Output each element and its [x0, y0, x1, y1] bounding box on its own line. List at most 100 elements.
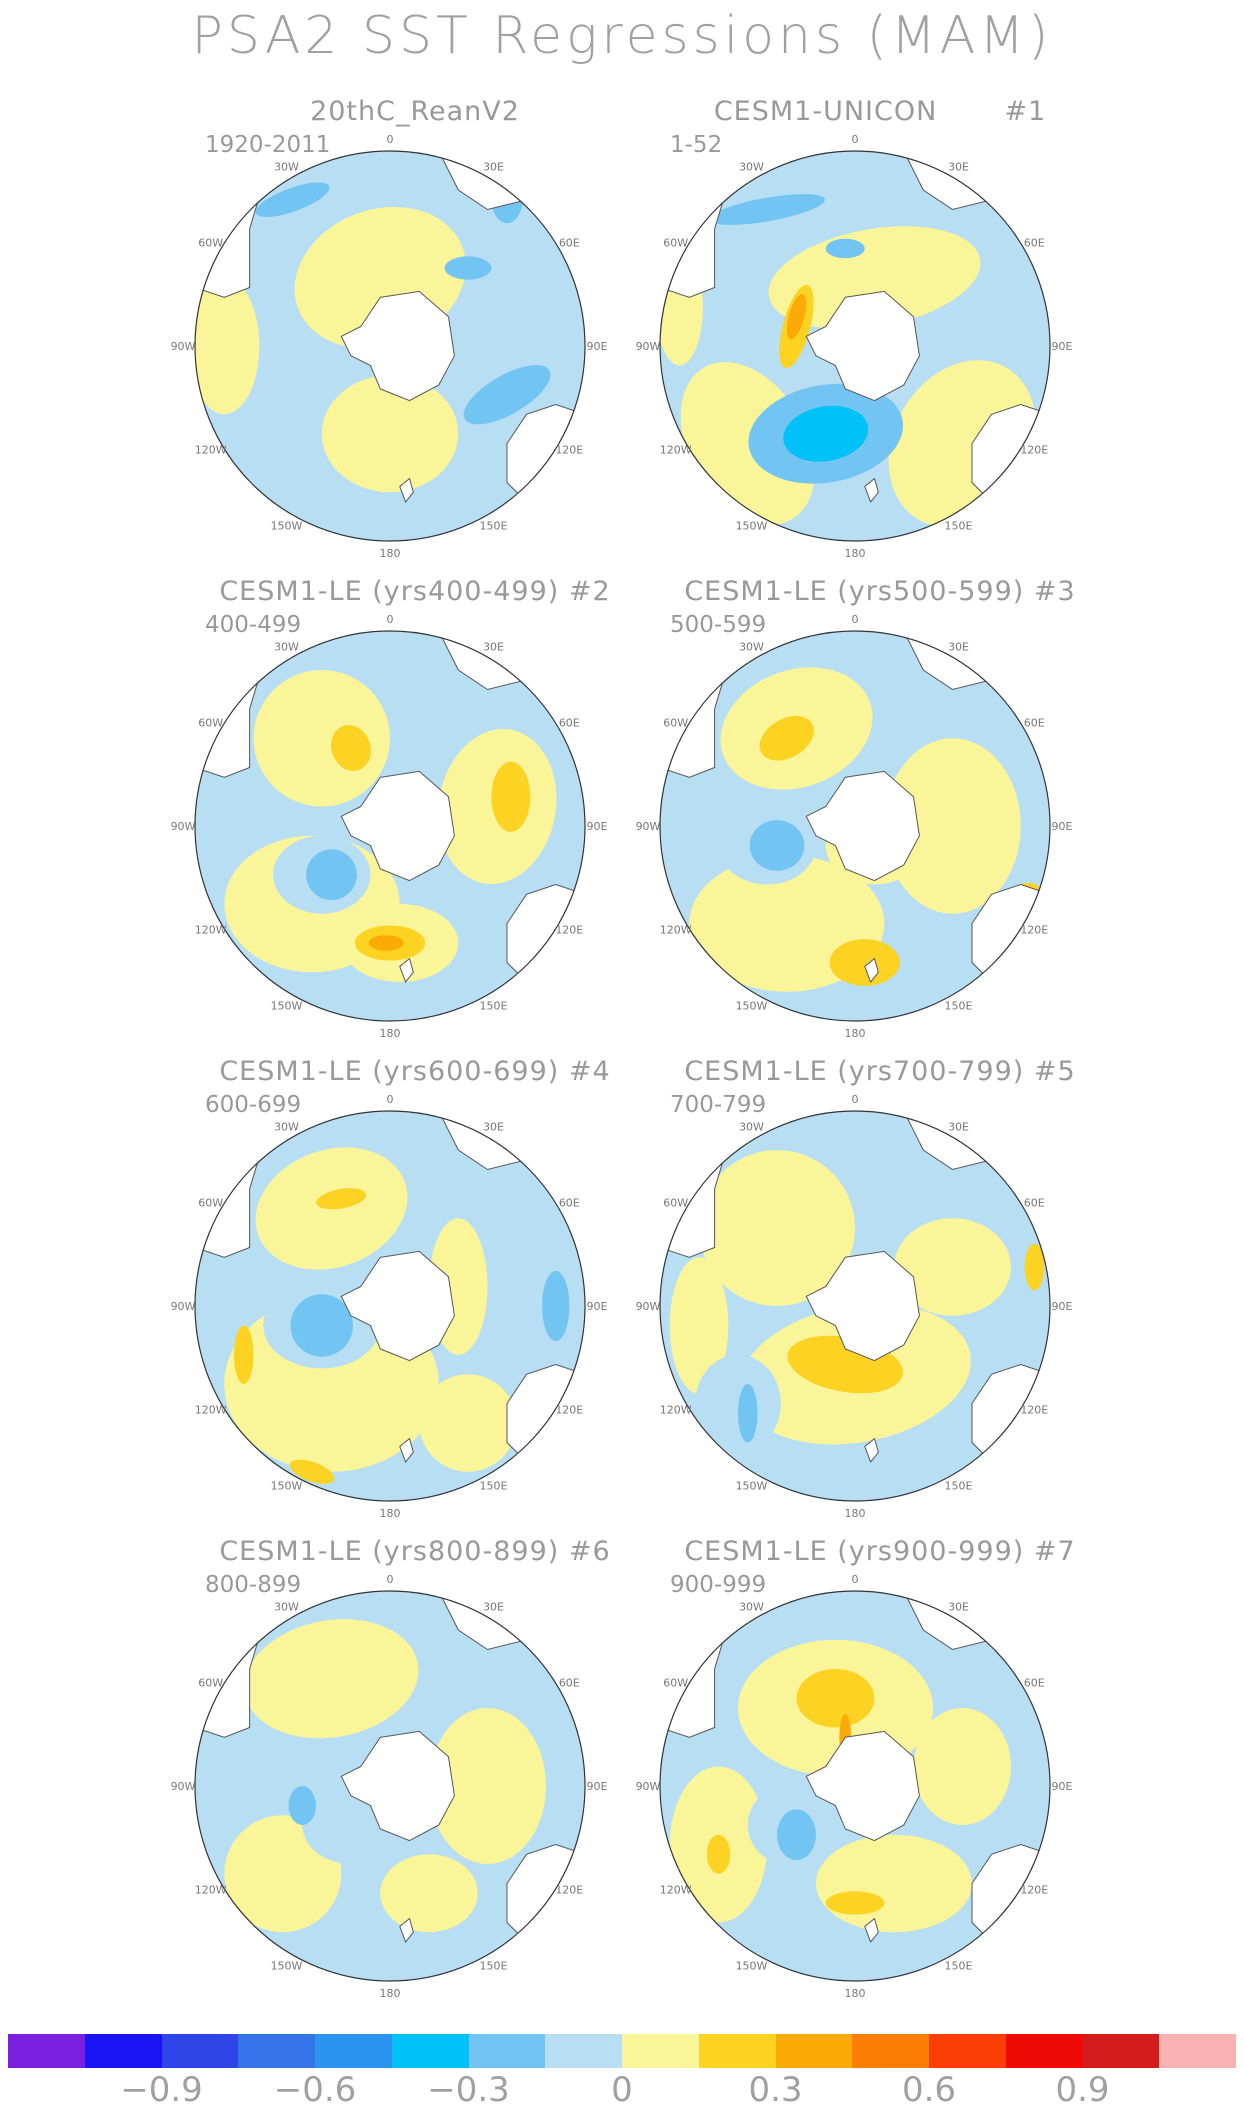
longitude-label: 60E [1024, 717, 1045, 730]
anomaly-contour [783, 405, 869, 462]
longitude-label: 90E [1052, 340, 1073, 353]
longitude-label: 60W [663, 237, 688, 250]
longitude-label: 120W [195, 1404, 227, 1417]
polar-map: 0 30E 60E 90E 120E 150E 180 150W 120W 90W 60W 30W [636, 1573, 1073, 2000]
anomaly-contour [699, 1150, 855, 1306]
longitude-label: 60W [663, 1677, 688, 1690]
longitude-label: 60W [198, 717, 223, 730]
anomaly-contour [749, 820, 805, 871]
panel-years: 600-699 [205, 1092, 302, 1118]
antarctica-land [805, 290, 920, 402]
longitude-label: 150E [945, 519, 973, 532]
longitude-label: 150E [480, 519, 508, 532]
anomaly-contour [759, 715, 814, 761]
map-border [194, 150, 586, 542]
antarctica-land [340, 770, 455, 882]
panel-title: CESM1-UNICON #1 [713, 96, 1047, 127]
anomaly-contour [491, 761, 531, 832]
longitude-label: 90E [1052, 1300, 1073, 1313]
map-panel: CESM1-UNICON #1 1-52 0 30E 60E 90E 120E 150E 180… [636, 96, 1115, 576]
colorbar [8, 2034, 1236, 2068]
longitude-label: 150W [736, 1479, 768, 1492]
new-zealand-land [864, 957, 879, 983]
anomaly-contour [316, 1188, 367, 1210]
longitude-label: 30E [948, 1601, 969, 1614]
anomaly-contour [825, 238, 865, 259]
colorbar-label: 0.6 [901, 2070, 957, 2110]
longitude-label: 90W [171, 1780, 196, 1793]
longitude-label: 120W [660, 444, 692, 457]
longitude-label: 120E [555, 1884, 583, 1897]
panel-years: 1-52 [670, 132, 723, 158]
map-border [659, 1110, 1051, 1502]
longitude-label: 180 [380, 1987, 401, 2000]
anomaly-contour [234, 1325, 254, 1384]
colorbar-label: −0.9 [120, 2070, 203, 2110]
longitude-label: 30W [739, 1601, 764, 1614]
longitude-label: 120W [660, 1884, 692, 1897]
anomaly-contour [195, 277, 260, 415]
longitude-label: 90E [1052, 1780, 1073, 1793]
longitude-label: 120E [1020, 444, 1048, 457]
colorbar-swatch [545, 2034, 622, 2068]
longitude-label: 150W [271, 999, 303, 1012]
panel-title: CESM1-LE (yrs500-599) #3 [684, 576, 1076, 607]
colorbar-swatch [775, 2034, 853, 2068]
panel-years: 800-899 [205, 1572, 302, 1598]
anomaly-contour [913, 1708, 1011, 1825]
longitude-label: 150E [945, 1479, 973, 1492]
colorbar-swatch [1082, 2034, 1160, 2068]
longitude-label: 60E [1024, 237, 1045, 250]
panel-years: 1920-2011 [205, 132, 331, 158]
panel-title: 20thC_ReanV2 [310, 96, 520, 127]
longitude-label: 0 [852, 613, 859, 626]
longitude-label: 0 [852, 133, 859, 146]
new-zealand-land [864, 477, 879, 503]
polar-map: 0 30E 60E 90E 120E 150E 180 150W 120W 90W 60W 30W [171, 1093, 608, 1520]
longitude-label: 150W [271, 519, 303, 532]
panel-years: 400-499 [205, 612, 302, 638]
longitude-label: 120E [555, 444, 583, 457]
anomaly-contour [288, 1786, 316, 1825]
longitude-label: 120W [195, 444, 227, 457]
anomaly-contour [244, 1619, 419, 1739]
anomaly-contour [884, 738, 1021, 914]
map-panel: 20thC_ReanV2 1920-2011 0 30E 60E 90E 120E 150E 1… [171, 96, 650, 576]
panel-title: CESM1-LE (yrs900-999) #7 [684, 1536, 1076, 1567]
anomaly-contour [290, 1294, 353, 1357]
map-border [659, 1590, 1051, 1982]
longitude-label: 30W [274, 1121, 299, 1134]
new-zealand-land [399, 477, 414, 503]
colorbar-label: −0.6 [273, 2070, 357, 2110]
longitude-label: 90W [636, 1780, 661, 1793]
map-border [194, 630, 586, 1022]
polar-map: 0 30E 60E 90E 120E 150E 180 150W 120W 90W 60W 30W [636, 1093, 1073, 1520]
longitude-label: 60E [559, 1677, 580, 1690]
anomaly-contour [255, 182, 330, 218]
longitude-label: 30E [483, 1601, 504, 1614]
figure-title: PSA2 SST Regressions (MAM) [191, 6, 1053, 66]
colorbar-label: 0 [611, 2070, 633, 2110]
longitude-label: 90W [171, 1300, 196, 1313]
new-zealand-land [864, 1917, 879, 1943]
longitude-label: 150E [480, 1959, 508, 1972]
anomaly-contour [777, 1809, 816, 1861]
longitude-label: 60E [1024, 1197, 1045, 1210]
longitude-label: 60E [559, 1197, 580, 1210]
longitude-label: 90E [587, 1780, 608, 1793]
anomaly-contour [738, 1384, 758, 1443]
map-panel: CESM1-LE (yrs700-799) #5 700-799 0 30E 60E 90… [636, 1056, 1115, 1536]
anomaly-contour [709, 194, 825, 225]
longitude-label: 150W [271, 1479, 303, 1492]
anomaly-contour [669, 1257, 729, 1394]
colorbar-labels: −0.9 −0.6 −0.3 0 0.3 0.6 0.9 [8, 2070, 1236, 2110]
anomaly-contour [768, 226, 981, 330]
map-panel: CESM1-LE (yrs500-599) #3 500-599 0 30E 60E 90… [636, 576, 1115, 1056]
colorbar-label: −0.3 [427, 2070, 510, 2110]
longitude-label: 180 [380, 1027, 401, 1040]
new-zealand-land [399, 957, 414, 983]
longitude-label: 60W [663, 717, 688, 730]
longitude-label: 120W [195, 924, 227, 937]
colorbar-label: 0.9 [1055, 2070, 1110, 2110]
anomaly-contour [825, 1891, 885, 1915]
